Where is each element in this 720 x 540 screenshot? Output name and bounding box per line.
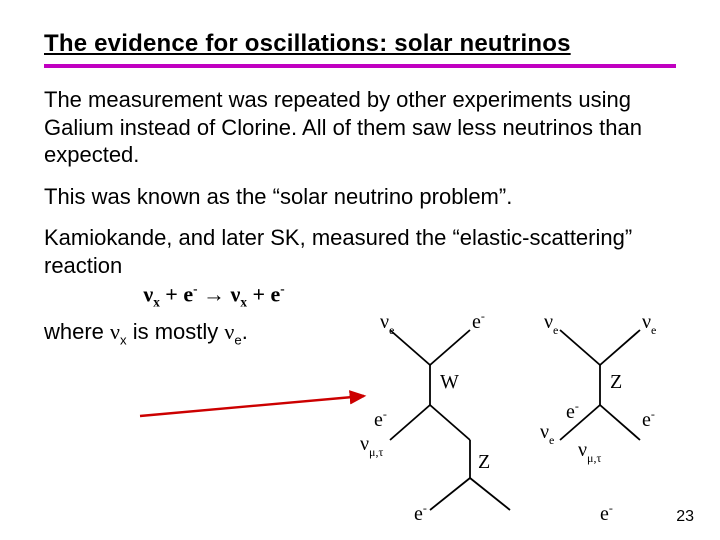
dr-tl: νe: [544, 311, 558, 337]
dr-ml: νe: [540, 421, 554, 447]
paragraph-1: The measurement was repeated by other ex…: [44, 86, 676, 169]
diagram-left: νe e- W e- νμ,τ Z e-: [360, 309, 510, 525]
reaction-lhs-nu-sub: x: [153, 295, 160, 310]
dl-z: Z: [478, 451, 490, 473]
reaction-rhs-nu: ν: [231, 281, 241, 306]
where-nu2-sub: e: [234, 332, 241, 347]
where-text-b: is mostly: [127, 319, 225, 344]
reaction-equation: νx + e- → νx + e-: [44, 281, 384, 311]
dr-z: Z: [610, 371, 622, 393]
reaction-arrow: →: [198, 281, 231, 306]
dr-mmu: νμ,τ: [578, 439, 601, 465]
paragraph-3: Kamiokande, and later SK, measured the “…: [44, 224, 676, 279]
diagram-right: νe νe Z e- νe e- νμ,τ e-: [540, 311, 656, 525]
where-text-c: .: [242, 319, 248, 344]
dl-tl: νe: [380, 311, 394, 337]
where-nu: ν: [110, 319, 120, 344]
reaction-plus2: + e: [247, 281, 280, 306]
where-nu-sub: x: [120, 332, 127, 347]
title-rule: [44, 64, 676, 68]
dr-tr: νe: [642, 311, 656, 337]
page-number: 23: [676, 508, 694, 526]
feynman-diagrams: νe e- W e- νμ,τ Z e- νe νe Z e- νe e- νμ…: [360, 320, 700, 530]
where-text-a: where: [44, 319, 110, 344]
dl-tr: e-: [472, 309, 485, 333]
dl-w: W: [440, 371, 459, 393]
dr-br: e-: [642, 407, 655, 431]
dr-bbr: e-: [600, 501, 613, 525]
dr-bl: e-: [566, 399, 579, 423]
dl-bbl: e-: [414, 501, 427, 525]
paragraph-2: This was known as the “solar neutrino pr…: [44, 183, 676, 211]
dl-bl: e-: [374, 407, 387, 431]
where-nu2: ν: [224, 319, 234, 344]
dl-br: νμ,τ: [360, 433, 383, 459]
slide-title: The evidence for oscillations: solar neu…: [44, 30, 676, 58]
reaction-lhs-nu: ν: [143, 281, 153, 306]
red-arrow: [130, 388, 380, 428]
reaction-plus1: + e: [160, 281, 193, 306]
reaction-e2-sup: -: [280, 281, 284, 296]
reaction-rhs-nu-sub: x: [240, 295, 247, 310]
